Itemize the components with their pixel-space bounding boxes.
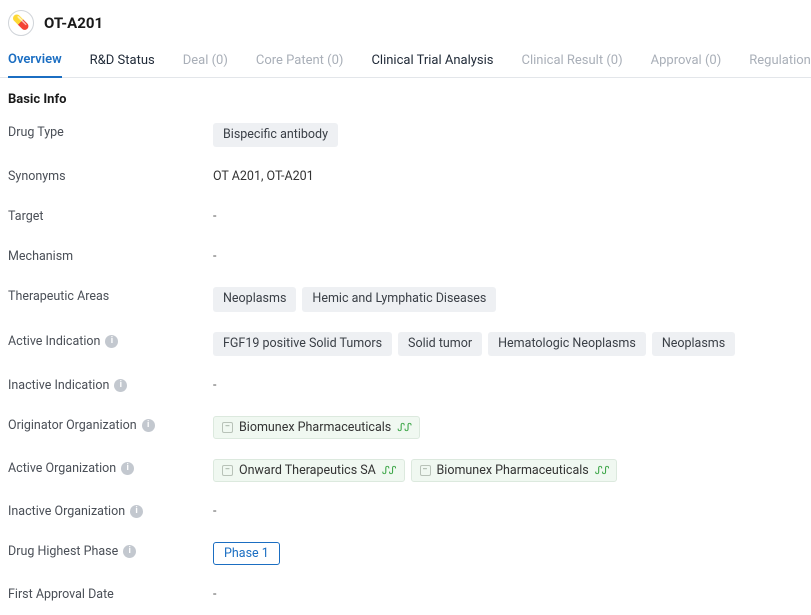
- org-name: Biomunex Pharmaceuticals: [437, 463, 589, 478]
- org-logo-icon: ᔑᔑ: [397, 421, 411, 434]
- label-text: Target: [8, 209, 43, 224]
- value-active-indication: FGF19 positive Solid Tumors Solid tumor …: [213, 332, 803, 356]
- value-inactive-org: -: [213, 502, 803, 519]
- tab-clinical-result[interactable]: Clinical Result (0): [522, 53, 623, 77]
- label-text: Inactive Indication: [8, 378, 109, 393]
- info-icon[interactable]: i: [121, 462, 134, 475]
- label-mechanism: Mechanism: [8, 247, 213, 264]
- label-originator-org: Originator Organization i: [8, 416, 213, 433]
- label-text: Drug Highest Phase: [8, 544, 118, 559]
- org-tree-icon: –: [420, 465, 431, 476]
- label-active-indication: Active Indication i: [8, 332, 213, 349]
- label-text: Mechanism: [8, 249, 73, 264]
- phase-chip[interactable]: Phase 1: [213, 542, 280, 565]
- info-icon[interactable]: i: [114, 379, 127, 392]
- label-synonyms: Synonyms: [8, 167, 213, 184]
- row-inactive-indication: Inactive Indication i -: [0, 366, 811, 406]
- row-target: Target -: [0, 197, 811, 237]
- value-mechanism: -: [213, 247, 803, 264]
- page-title: OT-A201: [44, 14, 103, 32]
- row-therapeutic-areas: Therapeutic Areas Neoplasms Hemic and Ly…: [0, 277, 811, 321]
- info-icon[interactable]: i: [142, 419, 155, 432]
- value-highest-phase: Phase 1: [213, 542, 803, 565]
- label-inactive-indication: Inactive Indication i: [8, 376, 213, 393]
- row-mechanism: Mechanism -: [0, 237, 811, 277]
- chip-indication[interactable]: Hematologic Neoplasms: [488, 332, 646, 356]
- tab-deal[interactable]: Deal (0): [183, 53, 228, 77]
- row-active-org: Active Organization i – Onward Therapeut…: [0, 449, 811, 492]
- tab-clinical-trial-analysis[interactable]: Clinical Trial Analysis: [371, 53, 493, 77]
- label-highest-phase: Drug Highest Phase i: [8, 542, 213, 559]
- row-highest-phase: Drug Highest Phase i Phase 1: [0, 532, 811, 575]
- tab-regulation[interactable]: Regulation (0): [749, 53, 811, 77]
- label-drug-type: Drug Type: [8, 123, 213, 140]
- value-inactive-indication: -: [213, 376, 803, 393]
- chip-therapeutic-area[interactable]: Hemic and Lymphatic Diseases: [302, 287, 496, 311]
- info-icon[interactable]: i: [123, 545, 136, 558]
- value-first-approval: -: [213, 585, 803, 602]
- value-active-org: – Onward Therapeutics SA ᔑᔑ – Biomunex P…: [213, 459, 803, 482]
- label-text: Active Indication: [8, 334, 100, 349]
- chip-drug-type[interactable]: Bispecific antibody: [213, 123, 338, 147]
- org-tree-icon: –: [222, 465, 233, 476]
- tab-bar: Overview R&D Status Deal (0) Core Patent…: [0, 44, 811, 78]
- value-drug-type: Bispecific antibody: [213, 123, 803, 147]
- org-logo-icon: ᔑᔑ: [382, 464, 396, 477]
- tab-rd-status[interactable]: R&D Status: [90, 53, 155, 77]
- label-inactive-org: Inactive Organization i: [8, 502, 213, 519]
- row-first-approval: First Approval Date -: [0, 575, 811, 615]
- org-chip[interactable]: – Onward Therapeutics SA ᔑᔑ: [213, 459, 405, 482]
- label-first-approval: First Approval Date: [8, 585, 213, 602]
- tab-approval[interactable]: Approval (0): [651, 53, 722, 77]
- tab-core-patent[interactable]: Core Patent (0): [256, 53, 344, 77]
- label-text: First Approval Date: [8, 587, 114, 602]
- org-chip[interactable]: – Biomunex Pharmaceuticals ᔑᔑ: [213, 416, 420, 439]
- row-originator-org: Originator Organization i – Biomunex Pha…: [0, 406, 811, 449]
- value-therapeutic-areas: Neoplasms Hemic and Lymphatic Diseases: [213, 287, 803, 311]
- value-synonyms: OT A201, OT-A201: [213, 167, 803, 184]
- chip-therapeutic-area[interactable]: Neoplasms: [213, 287, 296, 311]
- row-inactive-org: Inactive Organization i -: [0, 492, 811, 532]
- label-text: Active Organization: [8, 461, 116, 476]
- value-originator-org: – Biomunex Pharmaceuticals ᔑᔑ: [213, 416, 803, 439]
- row-synonyms: Synonyms OT A201, OT-A201: [0, 157, 811, 197]
- chip-indication[interactable]: FGF19 positive Solid Tumors: [213, 332, 392, 356]
- label-target: Target: [8, 207, 213, 224]
- chip-indication[interactable]: Neoplasms: [652, 332, 735, 356]
- info-icon[interactable]: i: [130, 505, 143, 518]
- section-title-basic-info: Basic Info: [0, 78, 811, 113]
- pill-icon: 💊: [8, 10, 34, 36]
- page-header: 💊 OT-A201: [0, 0, 811, 44]
- label-text: Synonyms: [8, 169, 66, 184]
- label-text: Drug Type: [8, 125, 64, 140]
- label-therapeutic-areas: Therapeutic Areas: [8, 287, 213, 304]
- org-name: Biomunex Pharmaceuticals: [239, 420, 391, 435]
- label-text: Inactive Organization: [8, 504, 125, 519]
- tab-overview[interactable]: Overview: [8, 52, 62, 78]
- chip-indication[interactable]: Solid tumor: [398, 332, 482, 356]
- label-text: Originator Organization: [8, 418, 137, 433]
- org-name: Onward Therapeutics SA: [239, 463, 376, 478]
- org-chip[interactable]: – Biomunex Pharmaceuticals ᔑᔑ: [411, 459, 618, 482]
- org-logo-icon: ᔑᔑ: [595, 464, 609, 477]
- row-drug-type: Drug Type Bispecific antibody: [0, 113, 811, 157]
- value-target: -: [213, 207, 803, 224]
- row-active-indication: Active Indication i FGF19 positive Solid…: [0, 322, 811, 366]
- label-active-org: Active Organization i: [8, 459, 213, 476]
- info-icon[interactable]: i: [105, 335, 118, 348]
- label-text: Therapeutic Areas: [8, 289, 109, 304]
- org-tree-icon: –: [222, 422, 233, 433]
